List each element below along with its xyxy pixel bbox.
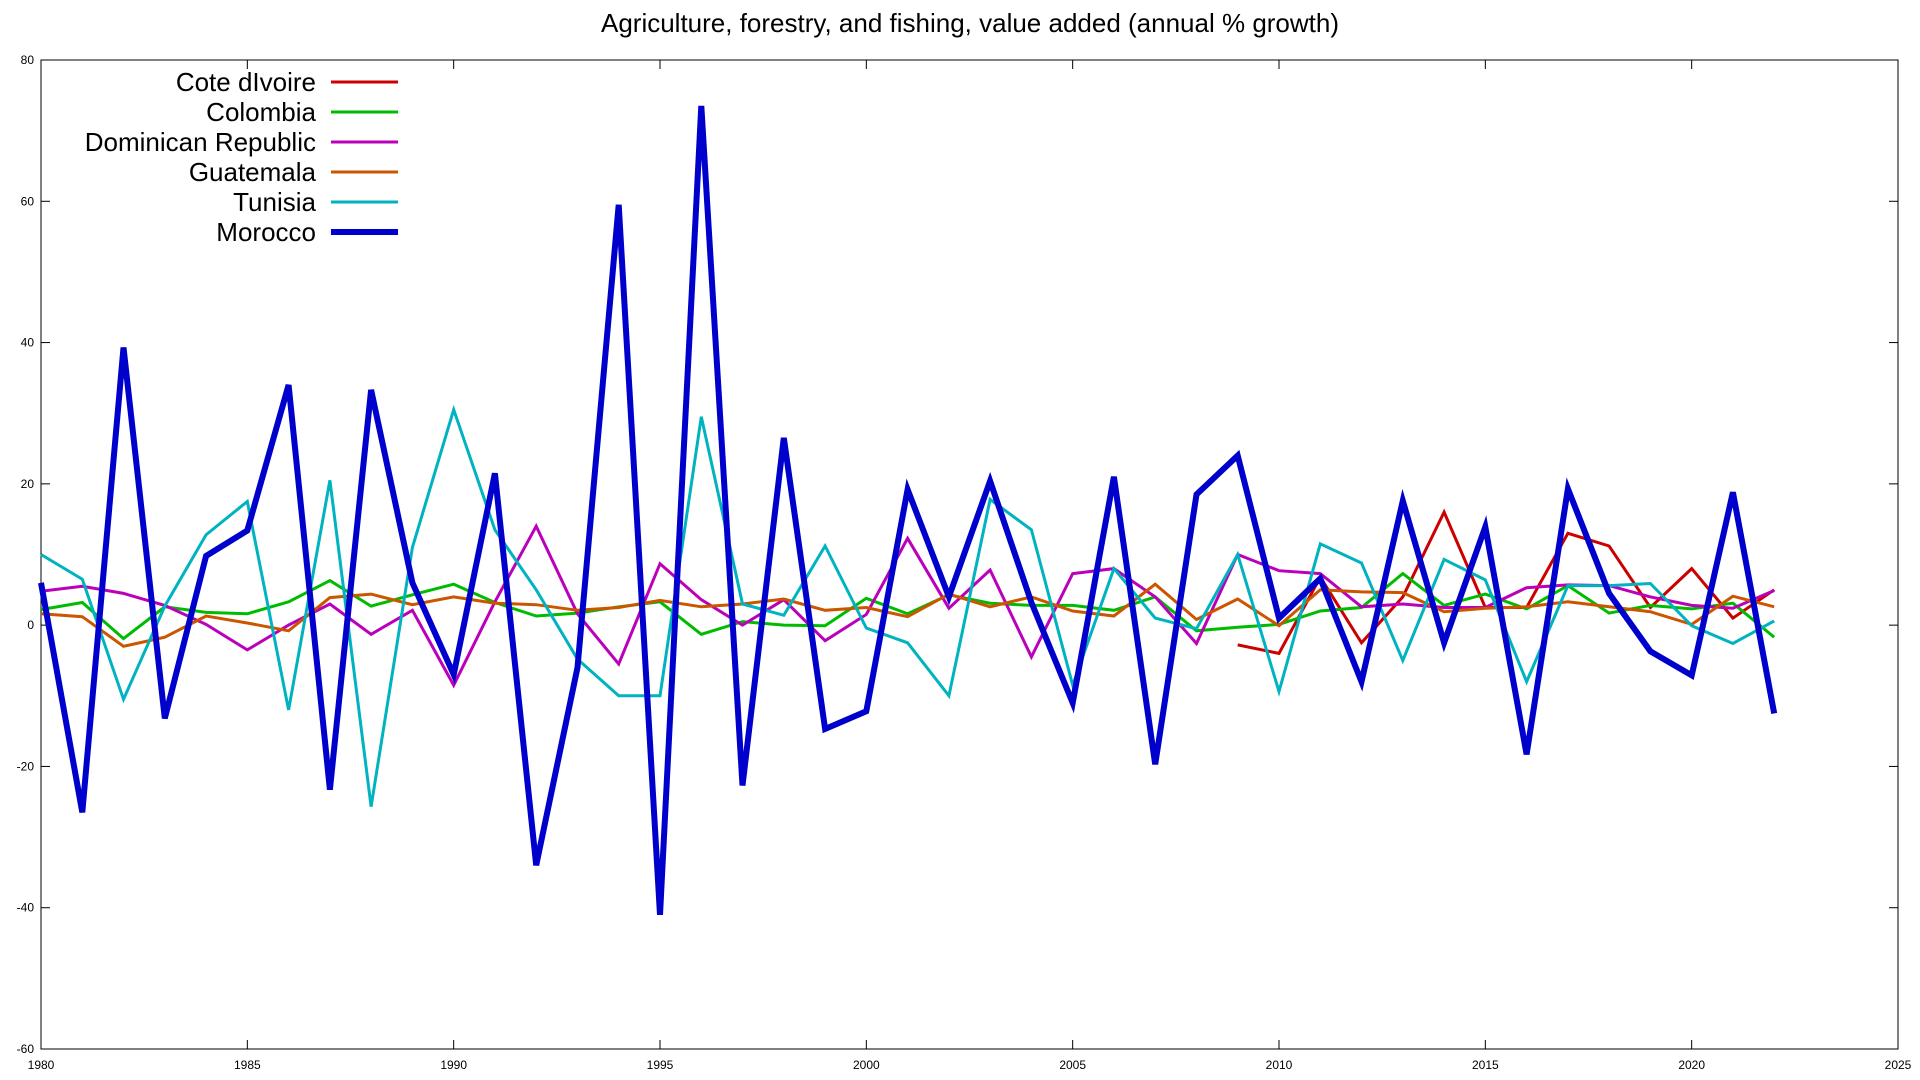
series-layer — [38, 105, 1778, 915]
legend-label: Colombia — [206, 97, 316, 127]
y-tick-label: 60 — [21, 194, 35, 208]
x-tick-label: 1980 — [28, 1058, 55, 1072]
series-guatemala — [40, 582, 1775, 648]
y-tick-label: 40 — [21, 336, 35, 350]
legend-item: Colombia — [206, 97, 398, 127]
x-tick-label: 1985 — [234, 1058, 261, 1072]
series-morocco — [38, 105, 1778, 915]
y-tick-label: -60 — [17, 1042, 35, 1056]
legend-label: Morocco — [216, 217, 316, 247]
x-tick-label: 1995 — [647, 1058, 674, 1072]
y-tick-label: 20 — [21, 477, 35, 491]
series-line — [38, 105, 1778, 915]
legend-label: Guatemala — [189, 157, 317, 187]
legend-item: Guatemala — [189, 157, 398, 187]
legend-item: Dominican Republic — [85, 127, 398, 157]
legend-item: Tunisia — [233, 187, 398, 217]
legend-item: Cote dIvoire — [176, 67, 398, 97]
plot-frame — [40, 59, 1899, 1050]
x-tick-label: 2000 — [853, 1058, 880, 1072]
y-tick-label: 80 — [21, 53, 35, 67]
x-tick-label: 2020 — [1678, 1058, 1705, 1072]
series-line — [40, 404, 1775, 807]
series-line — [40, 571, 1776, 641]
y-tick-label: 0 — [27, 618, 34, 632]
y-tick-label: -40 — [17, 901, 35, 915]
x-tick-label: 2010 — [1266, 1058, 1293, 1072]
chart-title: Agriculture, forestry, and fishing, valu… — [601, 8, 1339, 38]
y-tick-label: -20 — [17, 759, 35, 773]
x-tick-label: 1990 — [440, 1058, 467, 1072]
x-tick-label: 2005 — [1059, 1058, 1086, 1072]
legend-item: Morocco — [216, 217, 398, 247]
x-tick-label: 2025 — [1885, 1058, 1912, 1072]
series-tunisia — [40, 404, 1775, 807]
legend-label: Tunisia — [233, 187, 316, 217]
legend-label: Cote dIvoire — [176, 67, 316, 97]
series-colombia — [40, 571, 1776, 641]
axis-ticks: -60 -40 -20 0 20 40 60 80 1980 1985 1990 1995 2000 20… — [17, 53, 1912, 1072]
x-tick-label: 2015 — [1472, 1058, 1499, 1072]
legend-label: Dominican Republic — [85, 127, 316, 157]
series-line — [40, 582, 1775, 648]
